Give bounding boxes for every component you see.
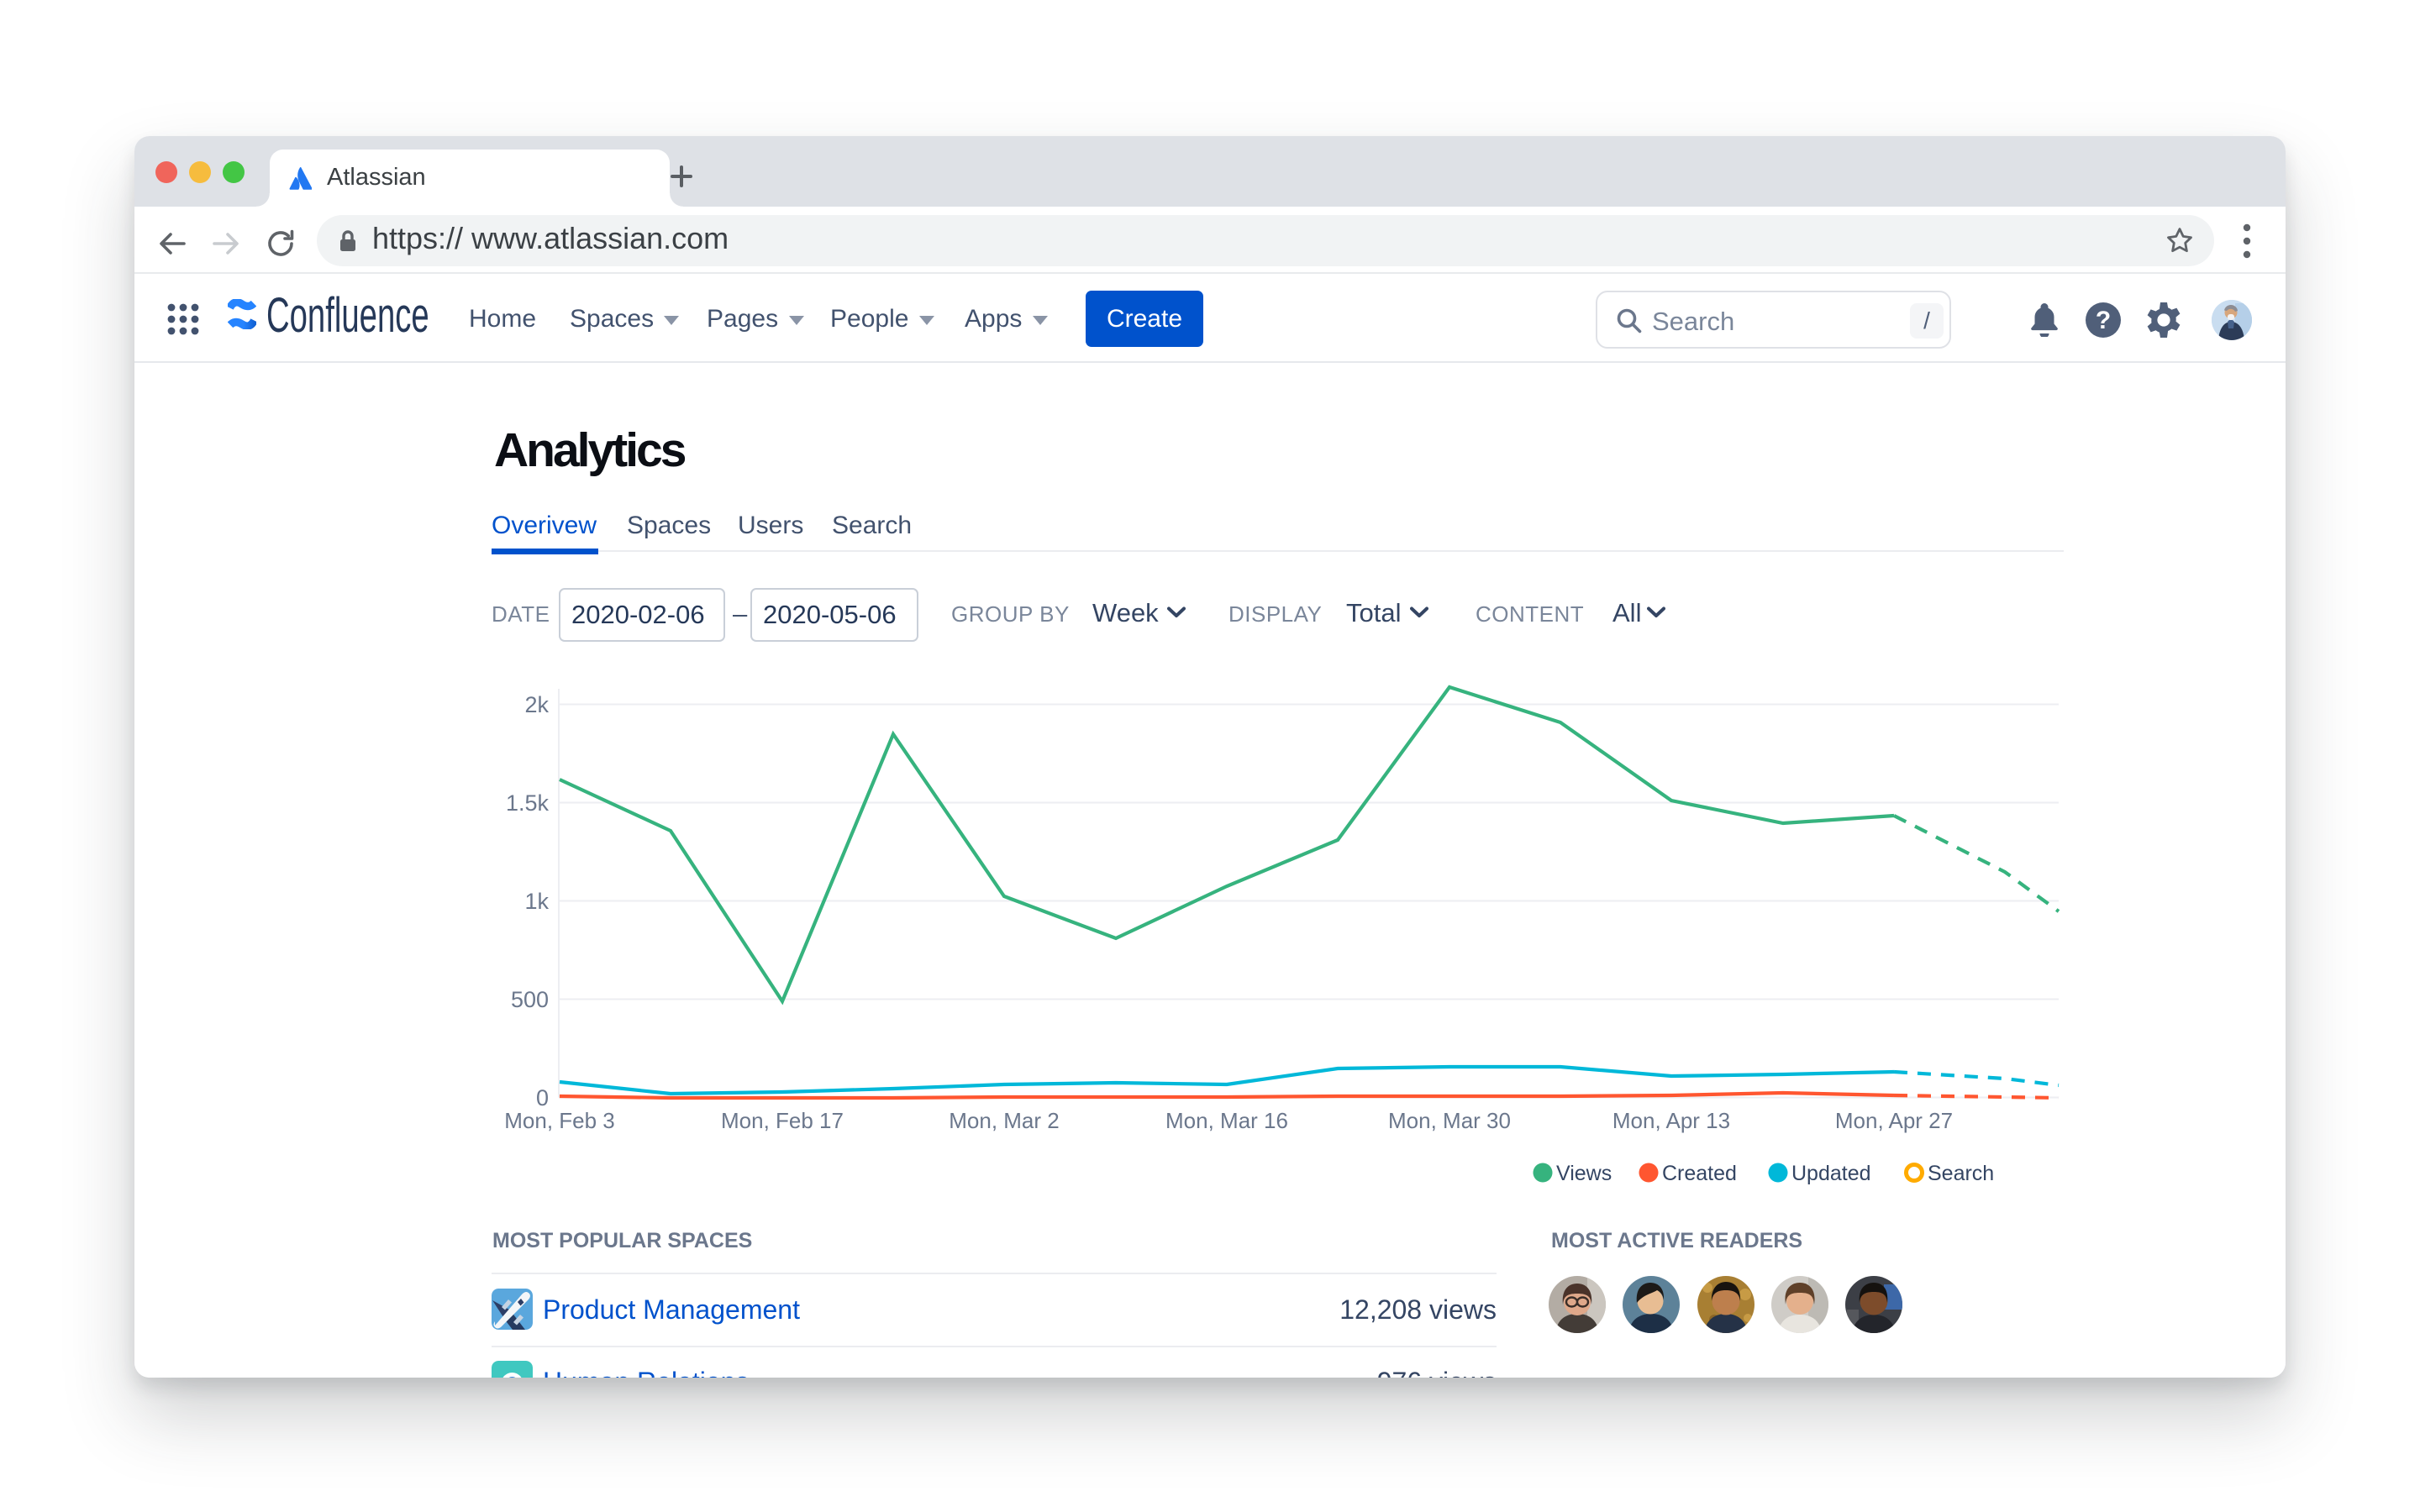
svg-text:Mon, Apr 27: Mon, Apr 27 <box>1835 1108 1953 1133</box>
svg-text:1.5k: 1.5k <box>506 790 550 816</box>
svg-text:Mon, Feb 3: Mon, Feb 3 <box>504 1108 615 1133</box>
svg-text:?: ? <box>2096 307 2111 334</box>
svg-text:Updated: Updated <box>1791 1162 1871 1185</box>
svg-text:Mon, Mar 30: Mon, Mar 30 <box>1388 1108 1511 1133</box>
svg-text:0: 0 <box>536 1085 549 1110</box>
svg-text:Mon, Mar 2: Mon, Mar 2 <box>949 1108 1060 1133</box>
svg-text:Mon, Mar 16: Mon, Mar 16 <box>1165 1108 1288 1133</box>
svg-text:1k: 1k <box>524 889 549 914</box>
svg-text:2k: 2k <box>524 692 549 717</box>
svg-text:Search: Search <box>1928 1162 1994 1185</box>
svg-text:Created: Created <box>1662 1162 1737 1185</box>
svg-text:500: 500 <box>511 987 549 1012</box>
svg-text:Views: Views <box>1556 1162 1612 1185</box>
svg-text:Mon, Feb 17: Mon, Feb 17 <box>721 1108 844 1133</box>
svg-text:Mon, Apr 13: Mon, Apr 13 <box>1612 1108 1730 1133</box>
